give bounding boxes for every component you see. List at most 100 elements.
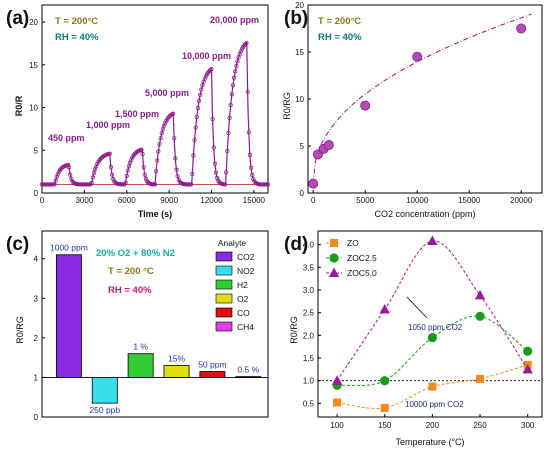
panel-a-point (223, 182, 228, 187)
panel-a-point (173, 156, 178, 161)
panel-a-point (244, 40, 249, 45)
panel-a-point (193, 125, 198, 130)
panel-c-ytick-label: 4 (34, 255, 39, 264)
panel-c-bar (91, 377, 118, 404)
panel-a-point (190, 171, 195, 176)
panel-a-point (171, 111, 176, 116)
panel-a-point (210, 117, 215, 122)
panel-a-point (65, 162, 71, 168)
panel-a-point (141, 165, 146, 170)
panel-d-ytick-label: 2.5 (303, 309, 315, 318)
panel-d-point (331, 375, 343, 385)
panel-a-rh-note: RH = 40% (55, 32, 99, 43)
panel-c-bar-label: 250 ppb (89, 405, 120, 415)
panel-a-point (124, 173, 129, 178)
panel-c-bar (163, 365, 190, 378)
panel-b-ytick-label: 15 (295, 48, 304, 57)
panel-d-axes: 100 150 200 250 300 0.5 1.0 1.5 2.0 2.5 3.0 3.5 4.0 (303, 241, 535, 430)
panel-a-point (224, 170, 229, 175)
panel-b-ylabel: R0/RG (282, 92, 292, 120)
panel-d-legend-label: ZO (347, 238, 359, 248)
panel-c-legend-label: O2 (237, 294, 249, 304)
panel-a-point (129, 157, 134, 162)
panel-a-point (174, 167, 179, 172)
panel-a-point (140, 152, 145, 157)
panel-a-point (67, 165, 72, 170)
panel-c-ytick-label: 3 (34, 294, 39, 303)
panel-a-point (139, 147, 144, 152)
panel-d-legend: ZO ZOC2.5 ZOC5.0 (326, 238, 377, 278)
panel-b-data (308, 13, 532, 189)
panel-a-point (69, 176, 74, 182)
panel-a-point (246, 130, 251, 135)
panel-b-point (360, 100, 371, 111)
panel-a-point (132, 152, 137, 157)
panel-d-ytick-label: 1.5 (303, 354, 315, 363)
panel-a-point (166, 115, 171, 120)
panel-a-point (189, 182, 194, 187)
panel-d: (d) R0/RG Temperature (°C) 100 150 200 250 3… (284, 230, 543, 447)
panel-a-axes: 0 3000 6000 9000 12000 15000 0 5 10 15 20 (29, 18, 265, 205)
panel-a-point (142, 172, 147, 177)
panel-d-ytick-label: 0.5 (303, 399, 315, 408)
panel-c-legend-title: Analyte (218, 238, 247, 248)
panel-a-point (152, 182, 158, 187)
panel-a-point (158, 136, 163, 141)
panel-a-point (123, 180, 128, 185)
panel-a-point (265, 182, 271, 187)
panel-a-point (110, 172, 115, 177)
panel-d-ytick-label: 2.0 (303, 331, 315, 340)
panel-c-bar-label: 1000 ppm (50, 243, 88, 253)
panel-b-temp-note: T = 200°C (318, 16, 361, 27)
panel-d-pointer-line (406, 296, 428, 319)
panel-a-point (209, 67, 214, 72)
panel-c-ytick-label: 2 (34, 334, 39, 343)
panel-a-conc-1: 450 ppm (48, 133, 85, 143)
panel-b-axes: 0 5000 10000 15000 20000 0 5 10 15 20 (295, 1, 533, 205)
panel-b-xtick-label: 0 (311, 196, 316, 205)
panel-a-point (126, 164, 132, 169)
panel-d-xlabel: Temperature (°C) (395, 437, 464, 447)
panel-a-point (90, 175, 95, 180)
panel-d-point (523, 346, 533, 356)
panel-c-bar-label: 1 % (133, 342, 148, 352)
panel-a-point (207, 69, 212, 74)
panel-d-point (428, 382, 437, 391)
panel-c-bar (127, 353, 154, 378)
panel-a-point (107, 151, 112, 156)
panel-d-legend-marker (330, 239, 338, 247)
panel-c-legend-swatch (215, 251, 233, 262)
panel-a-frame (41, 4, 269, 194)
panel-b-xtick-label: 15000 (458, 196, 481, 205)
panel-d-note-1050: 1050 ppm CO2 (408, 323, 463, 332)
panel-a-point (156, 149, 161, 154)
panel-a-point (208, 68, 213, 73)
panel-b-point (308, 178, 319, 189)
panel-d-point (427, 235, 438, 245)
panel-a-point (89, 180, 94, 185)
panel-c-legend-swatch (215, 307, 233, 318)
panel-a-point (227, 115, 232, 120)
panel-c-bar (235, 376, 262, 378)
panel-a-point (226, 131, 231, 136)
panel-c: (c) R0/RG 0 1 2 3 4 1000 ppm 250 ppb 1 % 15% 50 … (6, 230, 269, 422)
panel-a-point (198, 92, 203, 97)
panel-a-point (111, 176, 116, 181)
panel-c-bar (55, 254, 82, 378)
panel-c-data: 1000 ppm 250 ppb 1 % 15% 50 ppm 0.5 % (42, 243, 268, 415)
panel-b-point (323, 140, 334, 151)
panel-c-legend-label: CO2 (237, 252, 255, 262)
panel-d-point (427, 333, 437, 343)
panel-a-point (94, 164, 99, 169)
panel-a-ytick-label: 15 (29, 61, 38, 70)
panel-a-point (232, 75, 237, 80)
panel-a-point (251, 177, 256, 182)
panel-c-legend-label: CH4 (237, 322, 254, 332)
panel-a-conc-5: 10,000 ppm (182, 51, 231, 61)
panel-a-conc-3: 1,500 ppm (115, 109, 159, 119)
panel-d-point (333, 398, 342, 407)
panel-a-point (143, 176, 149, 182)
panel-d-point (522, 363, 533, 374)
panel-a-conc-6: 20,000 ppm (210, 15, 259, 25)
